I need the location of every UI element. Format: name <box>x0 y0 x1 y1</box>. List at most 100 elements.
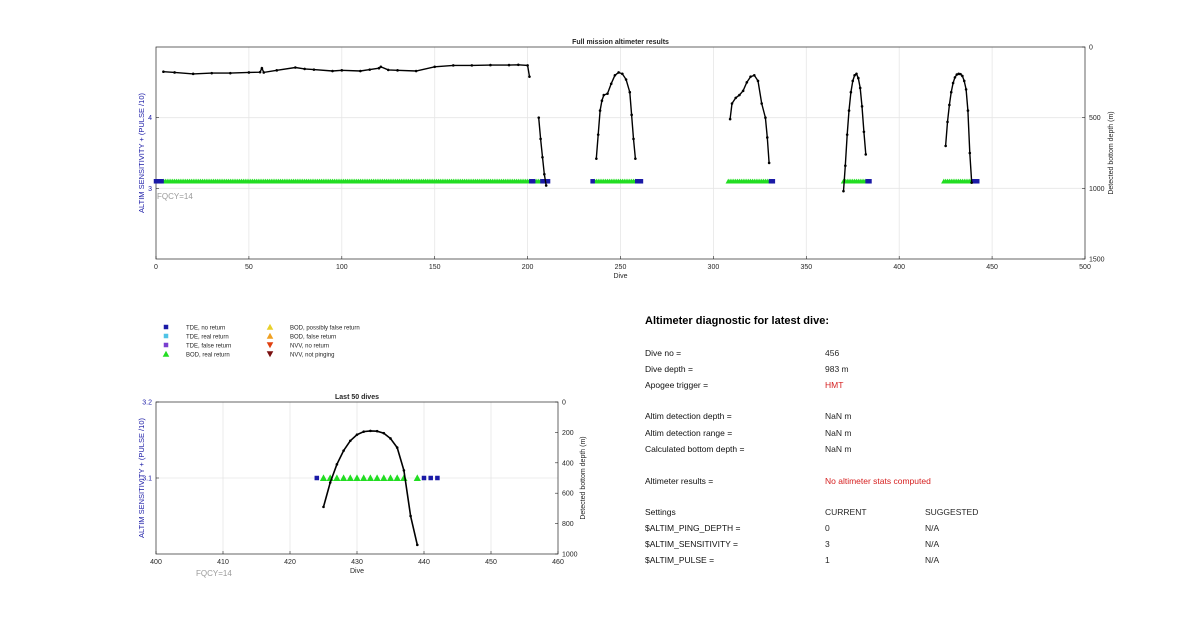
diag-label-detection-range: Altim detection range = <box>645 428 733 438</box>
mission-depth-point <box>738 93 741 97</box>
mission-tde-no-return-point <box>770 179 776 184</box>
mission-depth-point <box>262 71 266 74</box>
diag-label-apogee-trigger: Apogee trigger = <box>645 380 709 390</box>
last50-tde-no-return-point <box>314 475 320 481</box>
settings-header-suggested: SUGGESTED <box>925 507 979 517</box>
last50-depth-point <box>389 437 392 440</box>
mission-depth-point <box>630 113 633 117</box>
legend-marker-nvv-no-return <box>266 342 274 349</box>
last50-tde-no-return-point <box>435 475 440 481</box>
mission-depth-point <box>844 164 847 168</box>
mission-depth-point <box>294 66 297 69</box>
mission-xtick-label-400: 400 <box>893 264 905 271</box>
mission-depth-point <box>749 75 752 78</box>
mission-depth-point <box>507 63 511 67</box>
mission-depth-point <box>541 155 544 159</box>
mission-depth-point <box>386 68 390 72</box>
mission-depth-point <box>962 79 966 83</box>
setting-ping-depth-current: 0 <box>825 523 830 533</box>
mission-depth-point <box>842 189 845 193</box>
last50-depth-point <box>402 469 406 472</box>
mission-depth-point <box>860 105 864 108</box>
mission-tde-no-return-point <box>638 179 644 184</box>
last50-chart-title: Last 50 dives <box>335 394 379 401</box>
mission-depth-point <box>730 102 734 105</box>
last50-depth-point <box>369 429 372 433</box>
last50-ytick-right-label-400: 400 <box>562 460 574 467</box>
last50-yaxis-left-label: ALTIM SENSITIVITY + (PULSE /10) <box>137 418 146 538</box>
last50-xtick-label-440: 440 <box>418 559 430 566</box>
last50-bod-real-return-point <box>319 474 328 481</box>
mission-depth-point <box>853 73 856 77</box>
mission-depth-point <box>275 69 279 72</box>
mission-depth-point <box>970 181 973 184</box>
diag-value-dive-no: 456 <box>825 348 840 358</box>
mission-depth-point <box>229 71 232 75</box>
mission-depth-point <box>526 64 529 67</box>
last50-depth-point <box>382 431 386 435</box>
mission-depth-point <box>624 78 628 81</box>
mission-xtick-label-200: 200 <box>522 264 534 271</box>
mission-depth-point <box>621 72 624 76</box>
last50-tde-no-return-point <box>428 475 433 481</box>
last50-xtick-label-430: 430 <box>351 559 363 566</box>
mission-depth-point <box>767 161 771 165</box>
mission-depth-point <box>959 72 962 76</box>
diag-label-bottom-depth: Calculated bottom depth = <box>645 444 745 454</box>
mission-depth-point <box>953 76 957 79</box>
mission-depth-point <box>948 103 951 107</box>
mission-depth-point <box>598 109 602 112</box>
mission-depth-point <box>728 117 732 121</box>
mission-depth-point <box>845 133 849 136</box>
mission-ytick-left-label-3: 3 <box>148 186 152 193</box>
mission-depth-point <box>451 64 455 67</box>
mission-depth-point <box>858 86 862 90</box>
last50-depth-point <box>342 449 345 452</box>
mission-depth-point <box>752 73 756 77</box>
mission-ytick-right-label-1000: 1000 <box>1089 186 1105 193</box>
mission-depth-point <box>340 69 344 72</box>
mission-xtick-label-50: 50 <box>245 264 253 271</box>
legend-marker-nvv-not-pinging <box>266 351 274 358</box>
mission-depth-point <box>303 67 306 71</box>
mission-depth-point <box>966 109 970 112</box>
last50-depth-point <box>362 430 366 433</box>
last50-tde-no-return-point <box>421 475 427 481</box>
diagnostic-title: Altimeter diagnostic for latest dive: <box>645 315 829 327</box>
legend-label-tde-false-return: TDE, false return <box>186 343 231 349</box>
mission-depth-point <box>331 69 334 73</box>
mission-tde-no-return-point <box>867 179 872 184</box>
mission-depth-point <box>596 133 600 136</box>
mission-tde-no-return-point <box>974 179 980 184</box>
mission-depth-point <box>964 88 968 91</box>
mission-depth-point <box>470 64 474 67</box>
last50-xtick-label-410: 410 <box>217 559 229 566</box>
last50-bod-real-return-point <box>366 474 374 481</box>
mission-depth-point <box>609 82 613 86</box>
last50-depth-point <box>409 514 412 518</box>
mission-depth-point <box>379 65 383 69</box>
mission-ytick-right-label-500: 500 <box>1089 115 1101 122</box>
last50-bod-real-return-point <box>373 474 381 481</box>
mission-tde-no-return-point <box>530 179 536 184</box>
mission-depth-point <box>862 130 866 134</box>
mission-chart-title: Full mission altimeter results <box>572 39 669 46</box>
last50-ytick-right-label-800: 800 <box>562 521 574 528</box>
mission-depth-point <box>210 71 214 75</box>
mission-depth-point <box>377 66 381 70</box>
settings-header-label: Settings <box>645 507 676 517</box>
mission-depth-point <box>851 79 855 83</box>
mission-xtick-label-0: 0 <box>154 264 158 271</box>
last50-bod-real-return-point <box>360 474 368 481</box>
diag-label-altimeter-results: Altimeter results = <box>645 476 714 486</box>
legend-label-bod-false: BOD, false return <box>290 334 336 340</box>
mission-depth-point <box>368 68 371 71</box>
legend-marker-tde-false-return <box>163 342 169 348</box>
mission-depth-point <box>756 79 760 83</box>
mission-depth-point <box>544 184 548 187</box>
last50-bod-real-return-point <box>380 474 388 481</box>
mission-depth-point <box>951 81 955 85</box>
diag-value-apogee-trigger: HMT <box>825 380 844 390</box>
mission-depth-point <box>617 71 620 74</box>
